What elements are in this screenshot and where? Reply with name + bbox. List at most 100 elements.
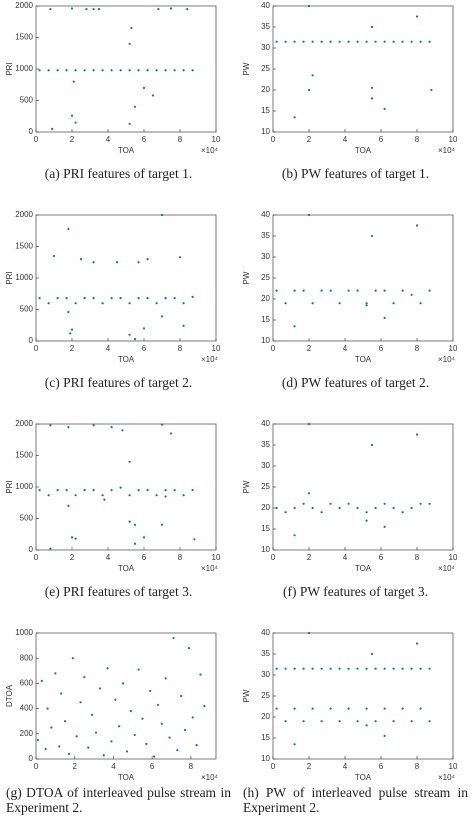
subfigure: 0 200 400 600 800 1000 0 2 4 6 8 TOA ×10⁴ DTOA (g) DTO… xyxy=(0,627,237,836)
point xyxy=(119,297,122,300)
y-tick-label: 500 xyxy=(20,96,34,105)
point xyxy=(430,88,433,92)
point xyxy=(110,426,113,429)
point xyxy=(195,744,198,747)
point xyxy=(347,502,350,505)
y-tick-label: 10 xyxy=(261,336,270,345)
point xyxy=(56,489,59,492)
point xyxy=(329,667,332,670)
point xyxy=(92,424,95,427)
subfigure: 0 500 1000 1500 2000 0 2 4 6 8 10 TOA ×10⁴ PRI (c) PRI… xyxy=(0,209,237,418)
x-tick-label: 2 xyxy=(70,344,75,353)
point xyxy=(356,40,359,43)
point xyxy=(275,289,278,292)
point xyxy=(65,489,68,492)
point xyxy=(392,667,395,670)
point xyxy=(311,40,314,43)
x-tick-label: 2 xyxy=(307,553,312,562)
y-axis-label: PW xyxy=(242,480,251,493)
point xyxy=(70,7,74,10)
x-tick-label: 8 xyxy=(415,762,420,771)
point xyxy=(67,227,70,230)
point xyxy=(67,752,71,756)
y-tick-label: 20 xyxy=(261,85,270,94)
point xyxy=(401,511,404,514)
point xyxy=(415,224,419,227)
point xyxy=(46,707,49,710)
point xyxy=(401,40,404,43)
point xyxy=(284,40,287,43)
point xyxy=(307,4,311,8)
x-tick-label: 2 xyxy=(70,135,75,144)
x-multiplier: ×10⁴ xyxy=(438,564,456,573)
x-tick-label: 0 xyxy=(271,344,276,353)
y-tick-label: 30 xyxy=(261,43,270,52)
point xyxy=(347,40,350,43)
y-tick-label: 200 xyxy=(20,729,34,738)
y-tick-label: 15 xyxy=(261,524,270,533)
point xyxy=(65,297,68,300)
plot-frame xyxy=(272,5,454,133)
point xyxy=(275,667,278,670)
x-axis-label: TOA xyxy=(355,564,372,573)
plot-frame xyxy=(272,214,454,342)
point xyxy=(302,40,305,43)
point xyxy=(129,710,132,713)
y-tick-label: 15 xyxy=(261,315,270,324)
point xyxy=(75,735,78,738)
point xyxy=(92,69,95,72)
point xyxy=(133,338,137,341)
x-tick-label: 8 xyxy=(189,762,194,771)
y-tick-label: 25 xyxy=(261,64,270,73)
x-multiplier: ×10⁴ xyxy=(201,564,219,573)
point xyxy=(182,494,185,497)
y-tick-label: 40 xyxy=(261,628,270,637)
point xyxy=(293,506,296,510)
point xyxy=(370,86,374,89)
x-tick-label: 2 xyxy=(307,762,312,771)
caption: (a) PRI features of target 1. xyxy=(44,166,193,181)
x-tick-label: 10 xyxy=(449,344,458,353)
chart: 0 200 400 600 800 1000 0 2 4 6 8 TOA ×10⁴ DTOA xyxy=(5,628,218,782)
y-tick-label: 1500 xyxy=(15,33,33,42)
point xyxy=(106,667,109,670)
point xyxy=(83,69,86,72)
point xyxy=(392,506,395,510)
point xyxy=(146,69,149,72)
point xyxy=(374,40,377,43)
point xyxy=(320,720,323,723)
x-tick-label: 10 xyxy=(449,135,458,144)
y-tick-label: 500 xyxy=(20,305,34,314)
point xyxy=(164,489,167,492)
point xyxy=(74,121,77,124)
point xyxy=(133,542,137,545)
point xyxy=(74,494,77,497)
point xyxy=(293,116,296,119)
point xyxy=(38,489,41,492)
x-tick-label: 6 xyxy=(379,762,384,771)
point xyxy=(103,498,106,501)
x-axis-label: TOA xyxy=(355,355,372,364)
point xyxy=(47,69,50,72)
point xyxy=(67,310,70,314)
point xyxy=(275,506,278,510)
point xyxy=(74,537,77,540)
point xyxy=(428,40,431,43)
point xyxy=(193,538,196,541)
y-axis-label: PRI xyxy=(5,271,14,284)
point xyxy=(293,534,296,537)
x-tick-label: 4 xyxy=(343,344,348,353)
point xyxy=(97,8,101,11)
point xyxy=(114,698,117,701)
point xyxy=(428,667,431,670)
chart: 10 15 20 25 30 35 40 0 2 4 6 8 10 TOA ×10⁴ PW xyxy=(242,1,458,155)
point xyxy=(83,676,86,679)
point xyxy=(428,289,431,292)
point xyxy=(145,742,148,745)
point xyxy=(85,8,88,11)
point xyxy=(128,494,131,497)
point xyxy=(284,511,287,514)
point xyxy=(74,302,77,305)
x-tick-label: 0 xyxy=(271,553,276,562)
